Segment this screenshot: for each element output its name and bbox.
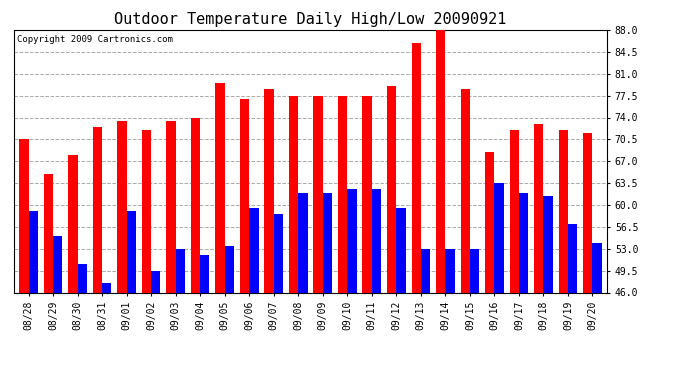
- Bar: [28, 211, 38, 375]
- Bar: [19, 140, 28, 375]
- Bar: [568, 224, 578, 375]
- Bar: [436, 30, 445, 375]
- Bar: [559, 130, 568, 375]
- Bar: [142, 130, 151, 375]
- Bar: [117, 121, 126, 375]
- Bar: [583, 133, 593, 375]
- Bar: [264, 89, 274, 375]
- Bar: [470, 249, 479, 375]
- Bar: [323, 192, 332, 375]
- Bar: [249, 208, 259, 375]
- Bar: [372, 189, 381, 375]
- Bar: [544, 196, 553, 375]
- Bar: [151, 271, 161, 375]
- Bar: [176, 249, 185, 375]
- Bar: [519, 192, 529, 375]
- Bar: [191, 117, 200, 375]
- Bar: [274, 214, 283, 375]
- Bar: [362, 96, 372, 375]
- Bar: [460, 89, 470, 375]
- Bar: [534, 124, 544, 375]
- Bar: [445, 249, 455, 375]
- Bar: [485, 152, 495, 375]
- Bar: [495, 183, 504, 375]
- Bar: [43, 174, 53, 375]
- Bar: [298, 192, 308, 375]
- Bar: [53, 236, 62, 375]
- Bar: [313, 96, 323, 375]
- Text: Copyright 2009 Cartronics.com: Copyright 2009 Cartronics.com: [17, 35, 172, 44]
- Bar: [126, 211, 136, 375]
- Bar: [593, 243, 602, 375]
- Bar: [92, 127, 102, 375]
- Bar: [510, 130, 519, 375]
- Bar: [338, 96, 347, 375]
- Bar: [166, 121, 176, 375]
- Bar: [77, 264, 87, 375]
- Bar: [200, 255, 210, 375]
- Bar: [225, 246, 234, 375]
- Bar: [289, 96, 298, 375]
- Bar: [215, 83, 225, 375]
- Bar: [396, 208, 406, 375]
- Bar: [421, 249, 430, 375]
- Bar: [347, 189, 357, 375]
- Bar: [387, 86, 396, 375]
- Bar: [240, 99, 249, 375]
- Bar: [411, 42, 421, 375]
- Bar: [68, 155, 77, 375]
- Title: Outdoor Temperature Daily High/Low 20090921: Outdoor Temperature Daily High/Low 20090…: [115, 12, 506, 27]
- Bar: [102, 283, 111, 375]
